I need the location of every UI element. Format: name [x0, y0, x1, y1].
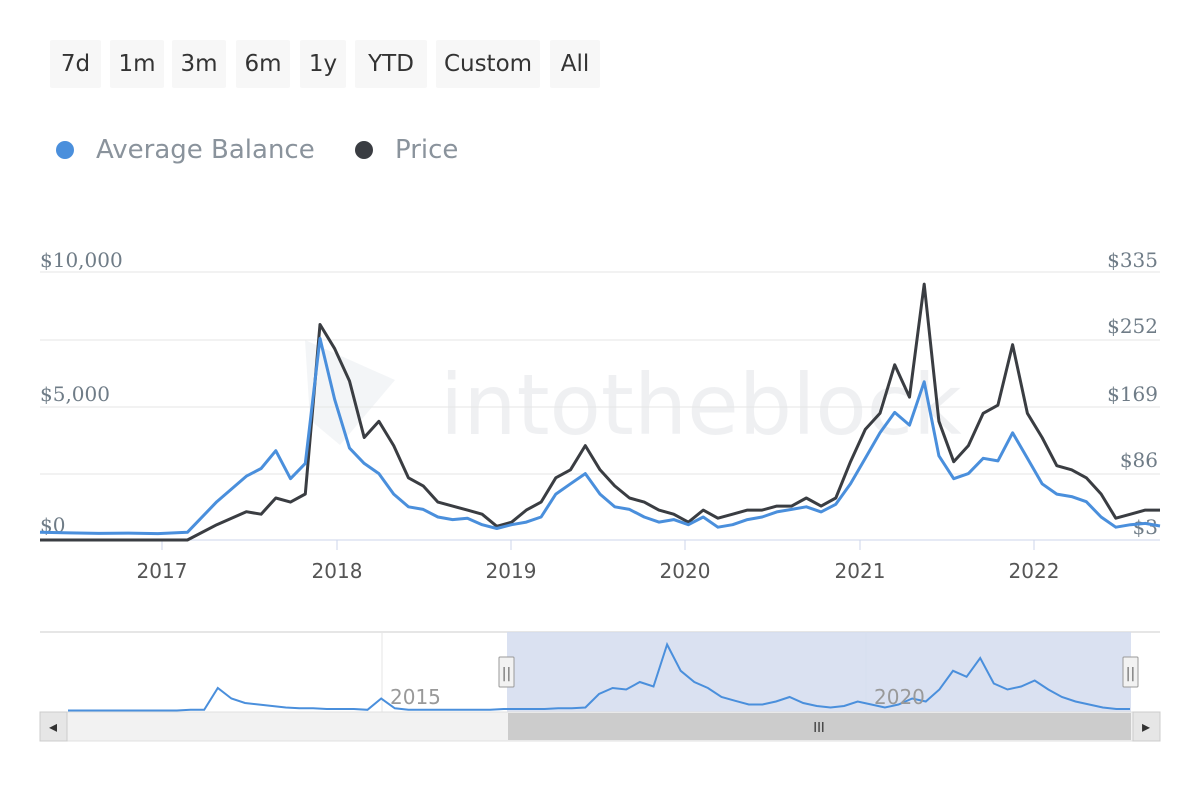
- range-custom-button[interactable]: Custom: [436, 40, 540, 88]
- handle-grip-icon: ||: [1126, 666, 1135, 682]
- range-1m-button[interactable]: 1m: [110, 40, 164, 88]
- x-tick-label: 2019: [486, 559, 537, 583]
- range-6m-button[interactable]: 6m: [236, 40, 290, 88]
- navigator-year-label: 2020: [874, 685, 925, 709]
- navigator: 2015 2020 || || III ◂ ▸: [39, 631, 1161, 742]
- price-dot-icon: [355, 141, 373, 159]
- y-left-tick-label: $10,000: [40, 248, 123, 272]
- watermark-text: intotheblock: [440, 356, 962, 454]
- legend-item-price[interactable]: Price: [355, 128, 458, 172]
- navigator-series-line: [68, 641, 1130, 712]
- range-7d-button[interactable]: 7d: [50, 40, 101, 88]
- legend-label-price: Price: [395, 135, 459, 165]
- scrollbar-thumb[interactable]: [508, 713, 1131, 740]
- navigator-left-handle[interactable]: ||: [498, 656, 515, 688]
- y-axis-right: $3 $86 $169 $252 $335: [1107, 248, 1158, 539]
- scrollbar-right-button[interactable]: ▸: [1132, 711, 1161, 742]
- y-left-tick-label: $5,000: [40, 382, 110, 406]
- x-tick-label: 2018: [312, 559, 363, 583]
- legend-label-average-balance: Average Balance: [96, 135, 315, 165]
- range-1y-button[interactable]: 1y: [300, 40, 346, 88]
- y-right-tick-label: $3: [1133, 515, 1158, 539]
- handle-grip-icon: ||: [502, 666, 511, 682]
- series-layer: [39, 282, 1161, 542]
- x-tick-label: 2022: [1009, 559, 1060, 583]
- scrollbar-left-button[interactable]: ◂: [39, 711, 68, 742]
- average-balance-dot-icon: [56, 141, 74, 159]
- y-axis-left: $0 $5,000 $10,000: [40, 248, 123, 537]
- arrow-right-icon: ▸: [1142, 717, 1150, 736]
- range-ytd-button[interactable]: YTD: [355, 40, 427, 88]
- x-tick-label: 2017: [137, 559, 188, 583]
- y-right-tick-label: $252: [1107, 314, 1158, 338]
- scrollbar-grip-icon: III: [813, 721, 825, 736]
- navigator-year-label: 2015: [390, 685, 441, 709]
- x-tick-label: 2021: [835, 559, 886, 583]
- watermark: intotheblock: [305, 340, 962, 454]
- y-right-tick-label: $169: [1107, 382, 1158, 406]
- y-right-tick-label: $86: [1120, 448, 1158, 472]
- x-axis: 2017 2018 2019 2020 2021 2022: [137, 540, 1060, 583]
- navigator-right-handle[interactable]: ||: [1122, 656, 1139, 688]
- navigator-series: [68, 641, 1130, 712]
- navigator-selected-range[interactable]: [507, 632, 1131, 712]
- range-all-button[interactable]: All: [550, 40, 600, 88]
- legend-item-average-balance[interactable]: Average Balance: [56, 128, 315, 172]
- arrow-left-icon: ◂: [49, 717, 57, 736]
- y-right-tick-label: $335: [1107, 248, 1158, 272]
- range-3m-button[interactable]: 3m: [172, 40, 226, 88]
- x-tick-label: 2020: [660, 559, 711, 583]
- series-line-average-balance[interactable]: [39, 336, 1161, 536]
- grid: [40, 271, 1160, 541]
